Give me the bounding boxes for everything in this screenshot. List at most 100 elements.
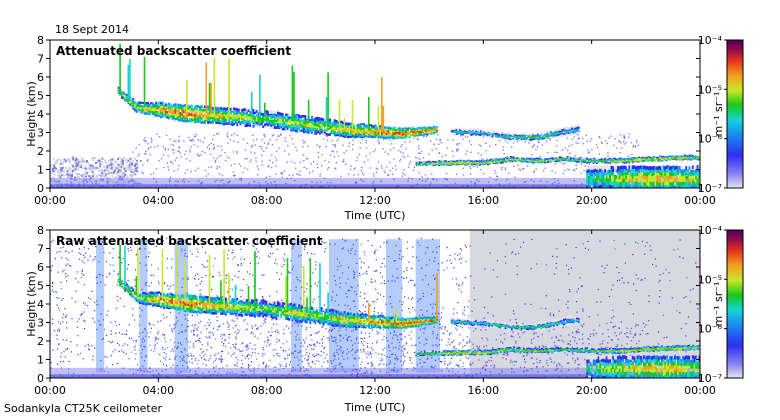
cloud-cell: [638, 156, 641, 158]
cloud-cell: [416, 127, 419, 130]
clutter-speck: [495, 144, 497, 146]
cloud-cell: [513, 159, 516, 161]
cloud-cell: [561, 157, 564, 159]
clutter-speck: [101, 161, 104, 163]
cloud-cell: [135, 107, 138, 110]
clutter-speck: [423, 135, 425, 138]
cloud-cell: [151, 110, 154, 113]
cloud-cell: [415, 162, 418, 164]
clutter-speck: [60, 167, 63, 170]
clutter-speck: [318, 146, 321, 148]
cloud-cell: [661, 156, 663, 158]
cloud-cell: [363, 126, 366, 129]
cloud-cell: [520, 138, 523, 140]
cloud-cell: [578, 159, 581, 161]
cloud-cell: [160, 112, 162, 116]
clutter-speck: [500, 168, 503, 171]
clutter-speck: [409, 140, 411, 143]
clutter-speck: [103, 166, 106, 168]
cloud-cell: [613, 160, 616, 162]
cloud-cell: [189, 118, 192, 121]
cloud-cell: [646, 169, 649, 173]
cloud-cell: [530, 138, 533, 140]
clutter-speck: [389, 138, 391, 141]
cloud-cell: [543, 136, 546, 138]
cloud-cell: [609, 184, 611, 188]
clutter-speck: [119, 168, 122, 171]
cloud-cell: [264, 116, 266, 119]
cloud-cell: [602, 172, 605, 177]
cloud-cell: [514, 135, 517, 137]
cloud-cell: [446, 164, 449, 166]
cloud-cell: [478, 132, 481, 134]
cloud-cell: [498, 134, 500, 136]
cloud-cell: [361, 134, 364, 137]
cloud-cell: [425, 164, 428, 166]
clutter-speck: [521, 168, 524, 170]
clutter-speck: [213, 134, 215, 137]
cloud-cell: [449, 160, 452, 162]
cloud-cell: [382, 131, 385, 134]
clutter-speck: [213, 146, 215, 149]
clutter-speck: [489, 176, 491, 179]
cloud-cell: [617, 185, 620, 188]
cloud-cell: [320, 128, 323, 131]
cloud-cell: [480, 133, 483, 135]
cloud-cell: [610, 160, 613, 163]
fall-streak: [351, 100, 354, 130]
clutter-speck: [635, 139, 638, 142]
clutter-speck: [480, 145, 482, 148]
cloud-cell: [622, 179, 624, 183]
clutter-speck: [359, 146, 361, 149]
clutter-speck: [380, 180, 382, 183]
cloud-cell: [273, 117, 276, 120]
clutter-speck: [577, 142, 579, 145]
clutter-speck: [422, 157, 425, 159]
clutter-speck: [81, 174, 83, 177]
cloud-cell: [604, 157, 607, 160]
cloud-cell: [424, 127, 427, 129]
clutter-speck: [212, 148, 215, 150]
clutter-speck: [204, 152, 206, 154]
cloud-cell: [587, 165, 590, 170]
cloud-cell: [491, 130, 494, 132]
cloud-cell: [273, 121, 276, 124]
cloud-cell: [633, 181, 636, 186]
cloud-cell: [134, 109, 136, 112]
cloud-cell: [244, 108, 247, 112]
cloud-cell: [560, 159, 563, 161]
clutter-speck: [65, 167, 67, 169]
cloud-cell: [529, 161, 532, 163]
clutter-speck: [261, 160, 263, 162]
cloud-cell: [646, 159, 649, 161]
cloud-cell: [623, 158, 626, 160]
cloud-cell: [643, 169, 646, 174]
clutter-speck: [186, 169, 188, 171]
cloud-cell: [134, 99, 136, 102]
cloud-cell: [268, 122, 271, 126]
cloud-cell: [304, 128, 307, 132]
clutter-speck: [637, 144, 640, 146]
clutter-speck: [203, 137, 206, 139]
clutter-speck: [535, 148, 537, 151]
cloud-cell: [596, 158, 598, 160]
cloud-cell: [538, 137, 541, 139]
clutter-speck: [271, 144, 274, 146]
cloud-cell: [168, 102, 171, 106]
clutter-speck: [67, 174, 70, 177]
clutter-speck: [172, 144, 175, 147]
clutter-speck: [610, 135, 612, 137]
cloud-cell: [558, 128, 561, 131]
cloud-cell: [356, 135, 359, 138]
clutter-speck: [94, 157, 97, 159]
clutter-speck: [278, 147, 280, 150]
clutter-speck: [150, 137, 152, 140]
cloud-cell: [656, 185, 659, 188]
cloud-cell: [148, 109, 151, 113]
clutter-speck: [136, 164, 139, 166]
cloud-cell: [519, 160, 522, 162]
cloud-cell: [586, 157, 589, 159]
cloud-cell: [340, 130, 343, 134]
clutter-speck: [250, 151, 252, 153]
clutter-speck: [78, 161, 80, 163]
